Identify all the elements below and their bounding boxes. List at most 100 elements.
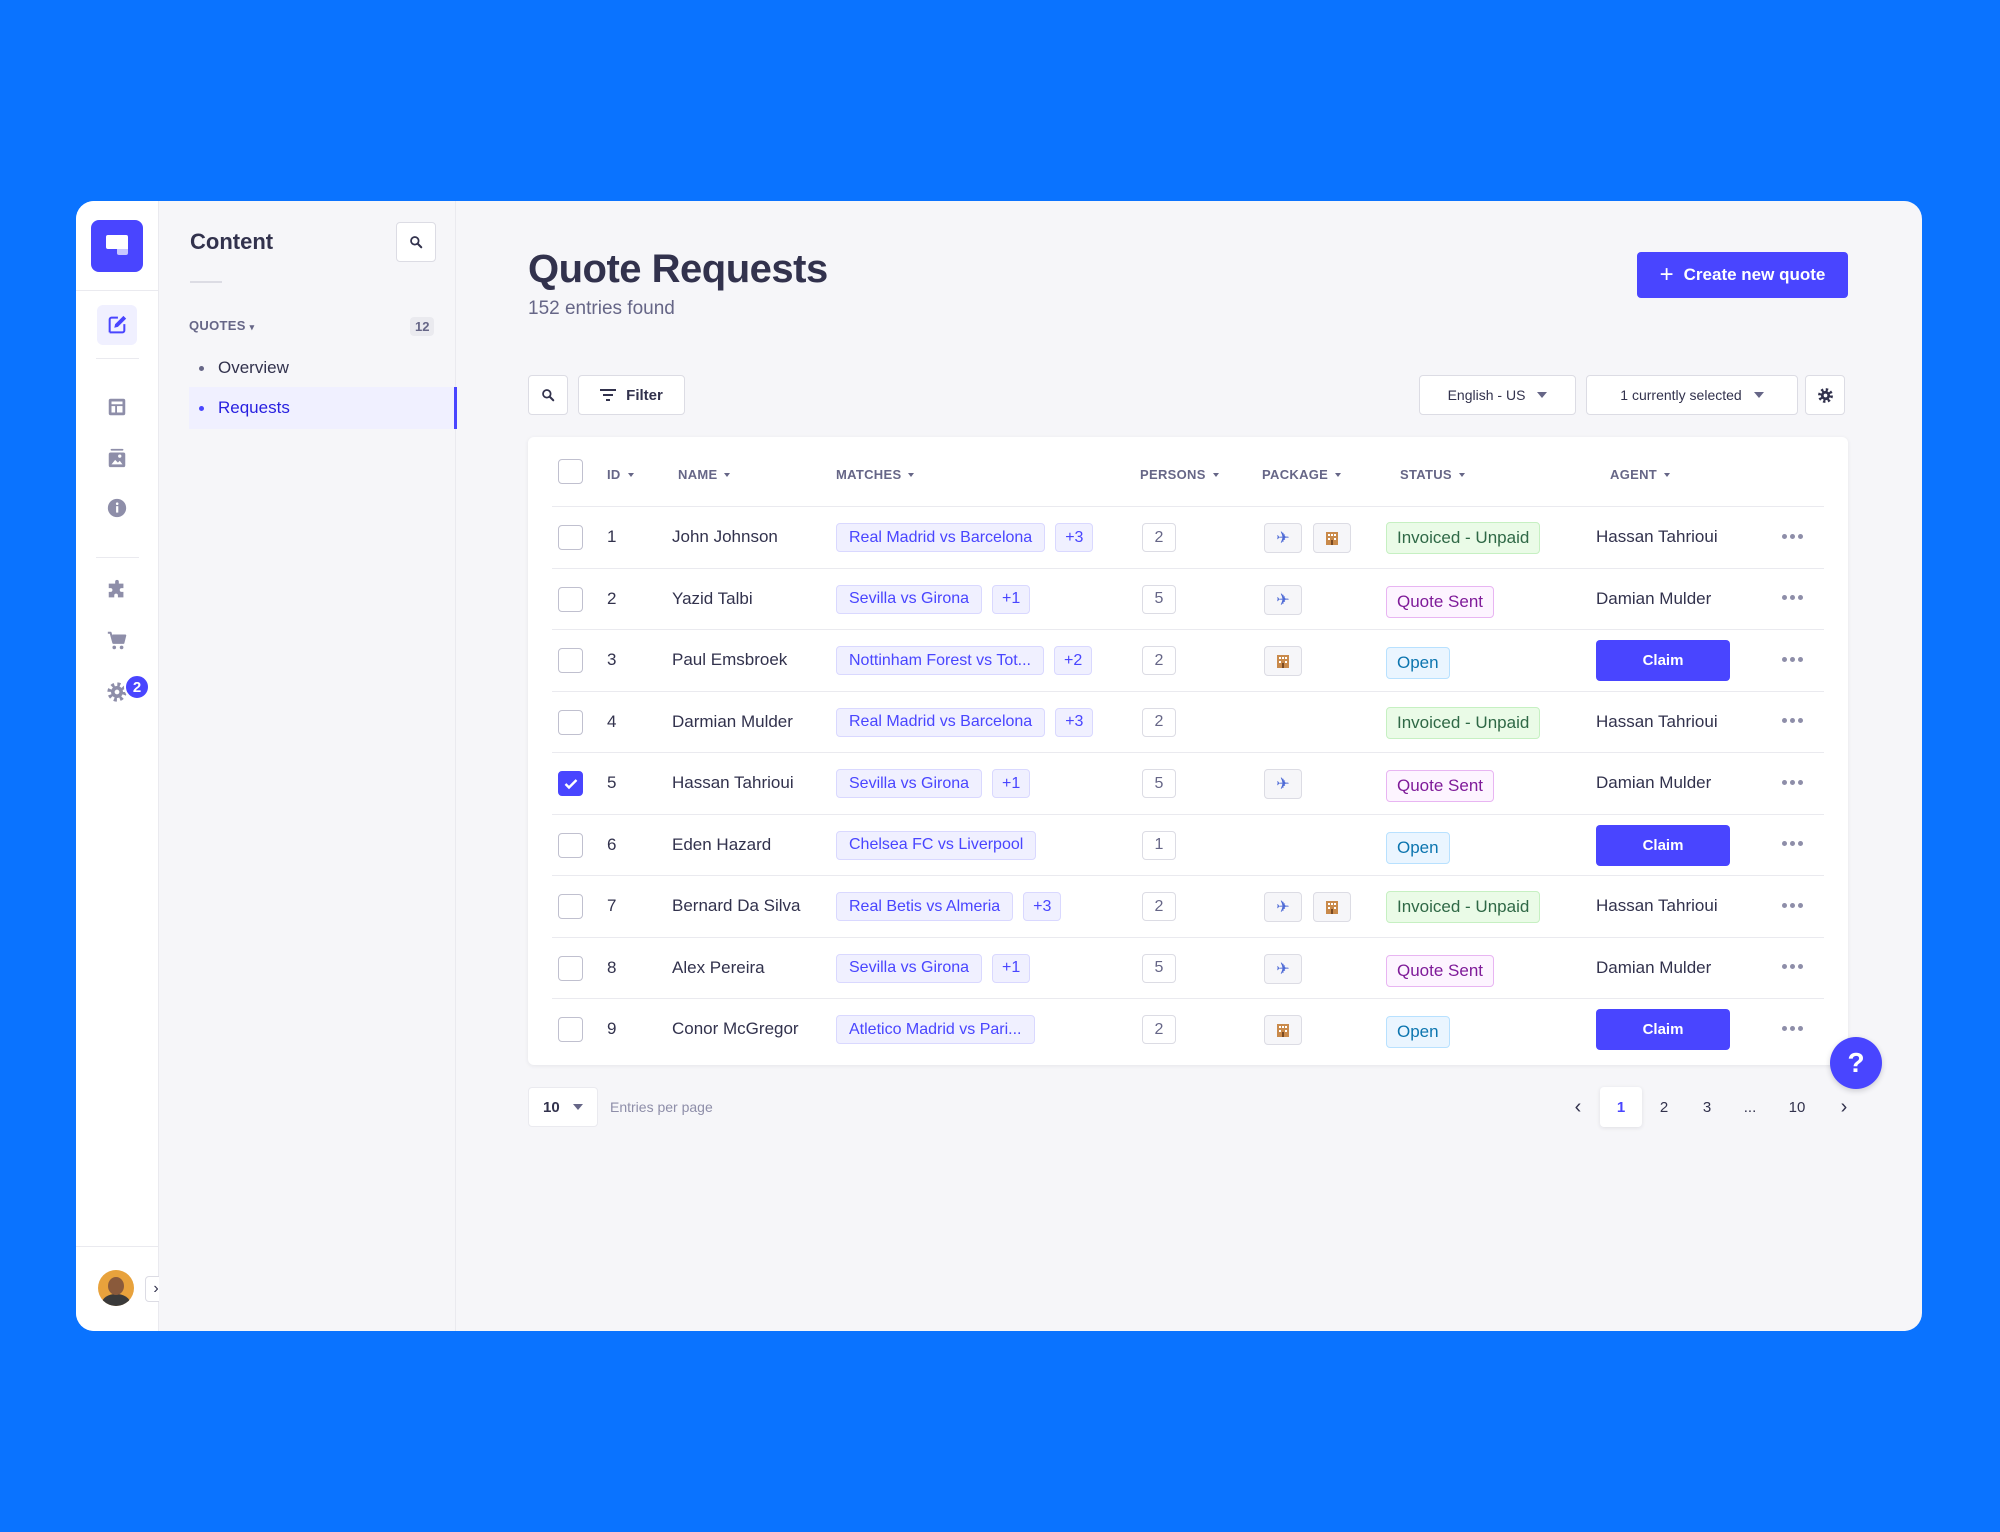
sidebar-item-requests[interactable]: Requests	[189, 387, 457, 429]
claim-button[interactable]: Claim	[1596, 640, 1730, 681]
match-chip[interactable]: Atletico Madrid vs Pari...	[836, 1015, 1035, 1044]
row-checkbox[interactable]	[558, 955, 583, 981]
match-chip[interactable]: Real Madrid vs Barcelona	[836, 707, 1046, 737]
row-actions-button[interactable]	[1774, 890, 1810, 920]
more-icon	[1781, 533, 1787, 539]
media-icon[interactable]	[97, 438, 137, 478]
row-checkbox[interactable]	[558, 709, 583, 735]
locale-select[interactable]: English - US	[1419, 375, 1576, 415]
more-icon	[1781, 656, 1787, 662]
match-chip[interactable]: Nottinham Forest vs Tot...	[836, 646, 1044, 675]
cell-name: Eden Hazard	[672, 834, 772, 854]
row-actions-button[interactable]	[1774, 952, 1810, 982]
column-header-matches[interactable]: MATCHES	[836, 467, 915, 482]
match-chip[interactable]: Sevilla vs Girona	[836, 769, 983, 798]
create-new-quote-button[interactable]: + Create new quote	[1637, 252, 1848, 298]
select-all-checkbox[interactable]	[558, 459, 583, 484]
column-header-name[interactable]: NAME	[678, 467, 731, 482]
content-manager-icon[interactable]	[97, 305, 137, 345]
table-row[interactable]: 3 Paul Emsbroek Nottinham Forest vs Tot...…	[552, 629, 1824, 690]
layout-icon[interactable]	[97, 387, 137, 427]
table-row[interactable]: 2 Yazid Talbi Sevilla vs Girona +1 5 ✈ Quote S…	[552, 567, 1824, 629]
status-badge: Invoiced - Unpaid	[1386, 706, 1541, 739]
table-row[interactable]: 4 Darmian Mulder Real Madrid vs Barcelona +…	[552, 690, 1824, 752]
more-matches-chip[interactable]: +1	[992, 953, 1031, 983]
filter-button[interactable]: Filter	[578, 375, 685, 415]
table-row[interactable]: 8 Alex Pereira Sevilla vs Girona +1 5 ✈ Quote …	[552, 936, 1824, 998]
cell-matches: Real Madrid vs Barcelona +3	[836, 707, 1094, 737]
previous-page-button[interactable]: ‹	[1557, 1087, 1599, 1127]
claim-button[interactable]: Claim	[1596, 824, 1730, 866]
row-checkbox[interactable]	[558, 894, 583, 919]
help-button[interactable]: ?	[1830, 1037, 1882, 1089]
page-10-button[interactable]: 10	[1788, 1098, 1806, 1116]
table-row[interactable]: 7 Bernard Da Silva Real Betis vs Almeria +3…	[552, 875, 1824, 936]
main-nav-rail: 2 ›	[76, 201, 167, 1331]
plugins-icon[interactable]	[97, 570, 137, 610]
column-header-agent[interactable]: AGENT	[1610, 467, 1670, 482]
persons-count: 1	[1142, 830, 1176, 860]
status-badge: Open	[1386, 647, 1450, 679]
cell-agent: Damian Mulder	[1596, 588, 1712, 608]
table-row[interactable]: 9 Conor McGregor Atletico Madrid vs Pari..…	[552, 998, 1824, 1059]
match-chip[interactable]: Sevilla vs Girona	[836, 584, 983, 614]
content-subnav: Content QUOTES ▾ 12 Overview Requests	[159, 201, 457, 1331]
column-header-persons[interactable]: PERSONS	[1140, 467, 1219, 482]
table-search-button[interactable]	[528, 375, 568, 415]
row-actions-button[interactable]	[1774, 829, 1810, 859]
columns-select[interactable]: 1 currently selected	[1586, 375, 1798, 415]
claim-button[interactable]: Claim	[1596, 1009, 1730, 1050]
user-avatar[interactable]	[98, 1270, 134, 1306]
row-checkbox[interactable]	[558, 586, 583, 612]
row-checkbox[interactable]	[558, 832, 583, 858]
match-chip[interactable]: Chelsea FC vs Liverpool	[836, 830, 1037, 860]
entries-per-page-select[interactable]: 10	[528, 1087, 598, 1127]
cell-id: 8	[607, 957, 617, 977]
table-row[interactable]: 1 John Johnson Real Madrid vs Barcelona +3 2…	[552, 506, 1824, 567]
row-actions-button[interactable]	[1774, 583, 1810, 613]
more-matches-chip[interactable]: +3	[1055, 523, 1094, 552]
next-page-button[interactable]: ›	[1823, 1087, 1865, 1127]
row-actions-button[interactable]	[1774, 644, 1810, 674]
chevron-down-icon	[573, 1104, 583, 1110]
more-matches-chip[interactable]: +2	[1054, 646, 1093, 675]
more-matches-chip[interactable]: +1	[992, 584, 1031, 614]
column-header-id[interactable]: ID	[607, 467, 634, 482]
row-checkbox[interactable]	[558, 648, 583, 673]
row-actions-button[interactable]	[1774, 521, 1810, 551]
table-row[interactable]: 5 Hassan Tahrioui Sevilla vs Girona +1 5 ✈ Quo…	[552, 752, 1824, 813]
page-1-button[interactable]: 1	[1600, 1087, 1642, 1127]
column-header-package[interactable]: PACKAGE	[1262, 467, 1342, 482]
app-logo[interactable]	[91, 220, 143, 272]
entries-per-page-label: Entries per page	[610, 1099, 713, 1115]
cell-name: Darmian Mulder	[672, 711, 793, 731]
cell-id: 9	[607, 1019, 617, 1038]
sort-caret-icon	[1458, 472, 1465, 477]
match-chip[interactable]: Real Betis vs Almeria	[836, 892, 1014, 921]
match-chip[interactable]: Sevilla vs Girona	[836, 953, 983, 983]
page-2-button[interactable]: 2	[1659, 1098, 1669, 1116]
chevron-down-icon	[1753, 392, 1764, 398]
row-checkbox[interactable]	[558, 1017, 583, 1042]
cell-name: Hassan Tahrioui	[672, 773, 794, 792]
more-icon	[1797, 902, 1803, 908]
subnav-search-button[interactable]	[396, 222, 436, 262]
row-checkbox[interactable]	[558, 525, 583, 550]
row-actions-button[interactable]	[1774, 1013, 1810, 1043]
more-matches-chip[interactable]: +3	[1023, 892, 1062, 921]
table-settings-button[interactable]	[1805, 375, 1845, 415]
match-chip[interactable]: Real Madrid vs Barcelona	[836, 523, 1046, 552]
column-header-status[interactable]: STATUS	[1400, 467, 1465, 482]
more-matches-chip[interactable]: +1	[992, 769, 1031, 798]
row-actions-button[interactable]	[1774, 767, 1810, 797]
page-3-button[interactable]: 3	[1702, 1098, 1712, 1116]
info-icon[interactable]	[97, 488, 137, 528]
sidebar-item-overview[interactable]: Overview	[189, 347, 457, 389]
row-checkbox[interactable]	[558, 771, 583, 796]
marketplace-icon[interactable]	[97, 621, 137, 661]
row-actions-button[interactable]	[1774, 706, 1810, 736]
table-row[interactable]: 6 Eden Hazard Chelsea FC vs Liverpool 1 Open…	[552, 813, 1824, 875]
more-matches-chip[interactable]: +3	[1055, 707, 1094, 737]
quotes-section-label[interactable]: QUOTES ▾	[189, 318, 254, 333]
cell-id: 1	[607, 527, 617, 546]
